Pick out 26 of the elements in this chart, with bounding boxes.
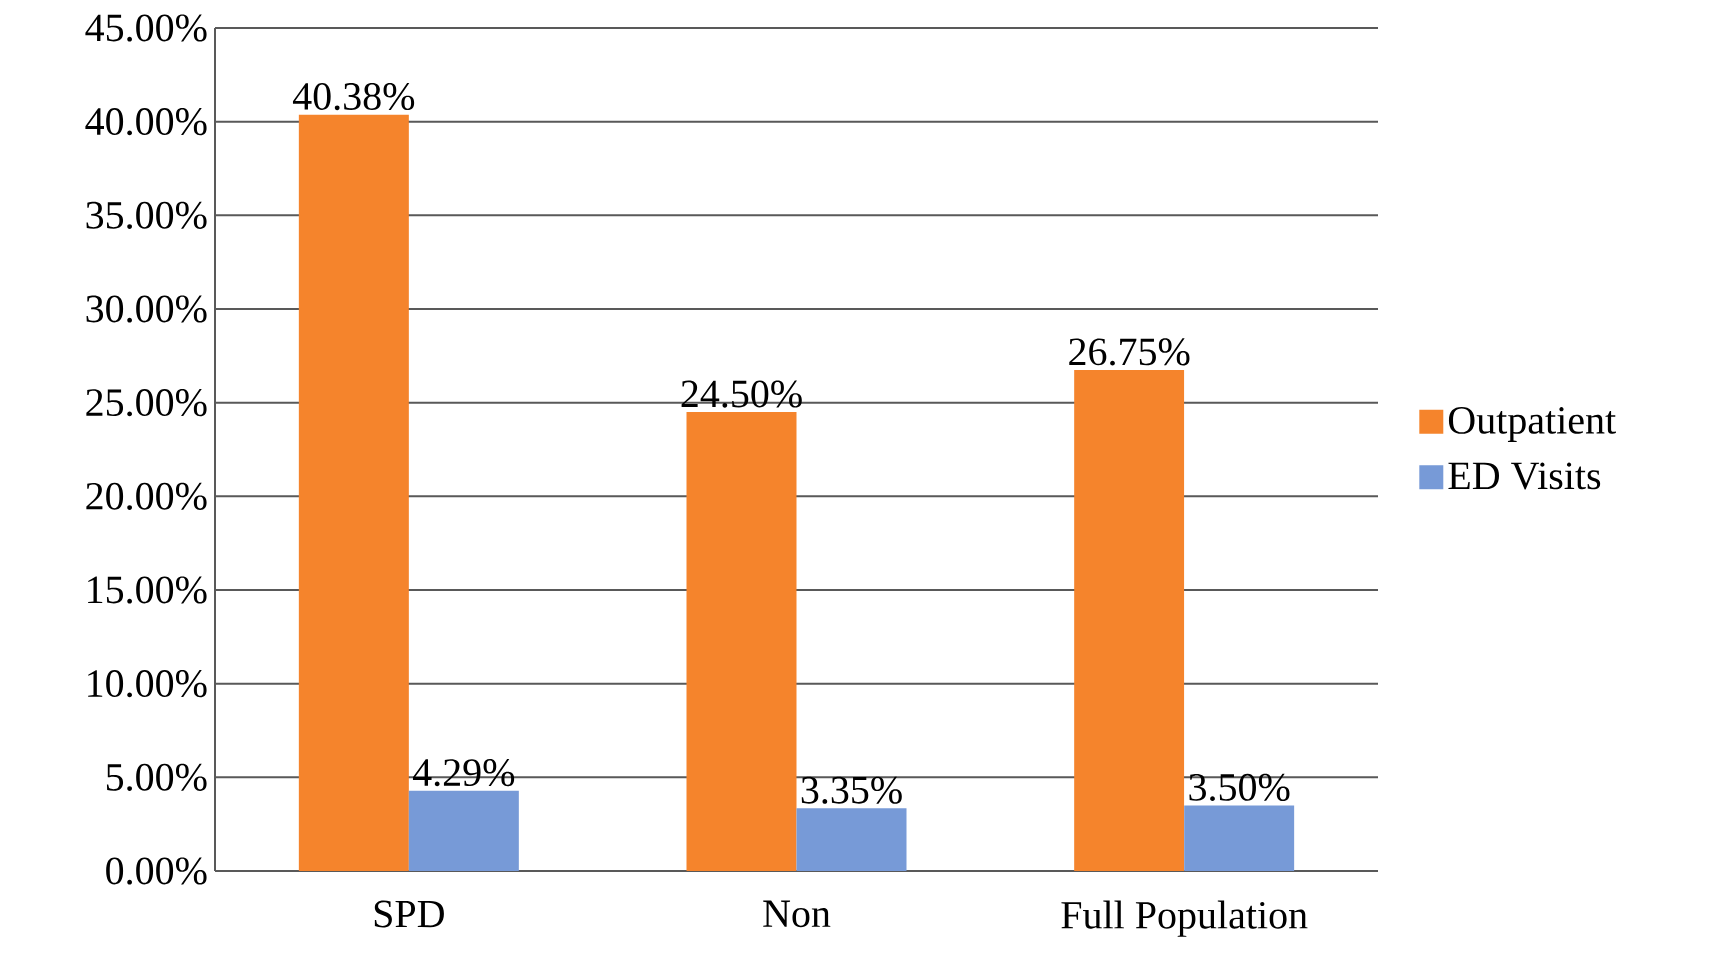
bar xyxy=(1074,369,1185,871)
y-tick-label: 40.00% xyxy=(85,108,207,136)
bar xyxy=(686,412,797,871)
y-tick-label: 10.00% xyxy=(88,670,207,698)
bar xyxy=(408,790,519,871)
data-label: 3.35% xyxy=(801,776,902,804)
data-label: 3.50% xyxy=(1189,773,1290,802)
y-tick-label: 5.00% xyxy=(106,763,207,791)
x-tick-label: Full Population xyxy=(1061,900,1308,937)
legend-label: Outpatient xyxy=(1448,407,1616,442)
data-label: 40.38% xyxy=(292,82,415,111)
y-tick-label: 20.00% xyxy=(86,482,207,510)
y-tick-label: 35.00% xyxy=(86,201,207,229)
bar xyxy=(298,114,409,871)
bar xyxy=(1184,805,1295,871)
y-tick-label: 25.00% xyxy=(86,389,207,417)
y-tick-label: 45.00% xyxy=(85,14,207,42)
legend-label: ED Visits xyxy=(1448,462,1601,490)
y-tick-label: 15.00% xyxy=(88,576,207,604)
data-label: 24.50% xyxy=(681,380,802,408)
y-tick-label: 0.00% xyxy=(106,857,207,885)
data-label: 26.75% xyxy=(1069,338,1190,366)
bar xyxy=(796,808,907,871)
x-tick-label: Non xyxy=(763,900,831,928)
y-tick-label: 30.00% xyxy=(86,295,207,323)
x-tick-label: SPD xyxy=(374,900,444,928)
